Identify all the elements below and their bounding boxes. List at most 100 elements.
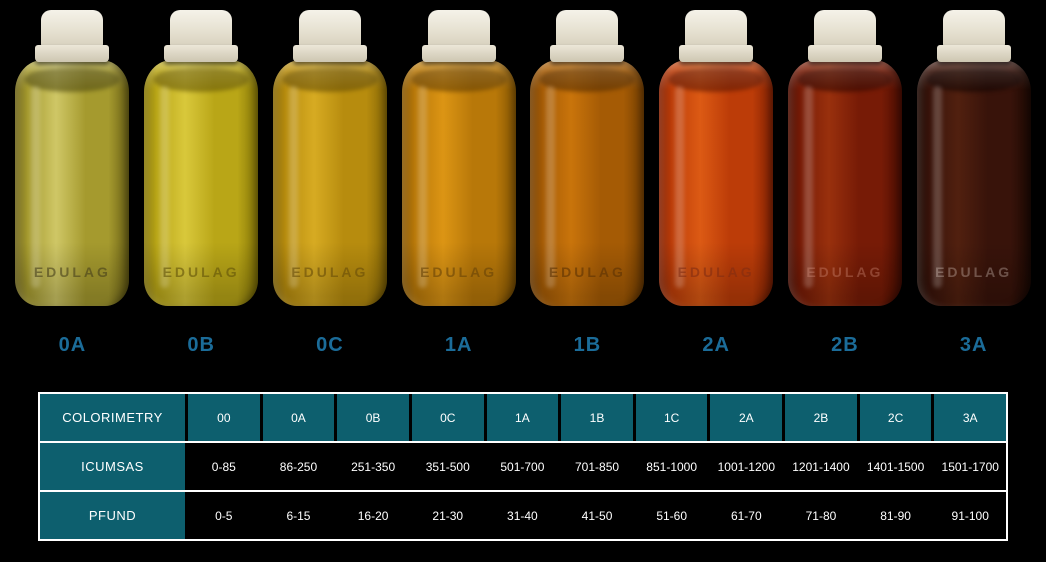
- table-header-cell: 0B: [337, 394, 412, 441]
- table-row: PFUND 0-5 6-15 16-20 21-30 31-40 41-50 51-60 61-…: [40, 492, 1007, 539]
- bottle-column: EDULAG: [394, 8, 523, 308]
- bottle-column: EDULAG: [652, 8, 781, 308]
- watermark-text: EDULAG: [548, 264, 626, 280]
- glass-reflection: [530, 60, 645, 306]
- table-header-cell: 2A: [710, 394, 786, 441]
- bottle-cap: [427, 10, 490, 46]
- liquid-surface: [153, 67, 250, 92]
- bottle-body: EDULAG: [659, 60, 774, 306]
- bottle-label: 1B: [573, 334, 602, 356]
- table-row: COLORIMETRY 00 0A 0B 0C 1A 1B 1C 2A 2B 2C 3A: [40, 394, 1007, 443]
- bottle-label: 0A: [58, 334, 87, 356]
- bottle-body: EDULAG: [401, 60, 516, 306]
- table-data-cell: 0-85: [188, 443, 263, 490]
- table-data-cell: 1001-1200: [710, 443, 786, 490]
- table-row-label: ICUMSAS: [40, 443, 188, 490]
- bottle-cap: [685, 10, 748, 46]
- table-data-cell: 0-5: [188, 492, 263, 539]
- table-data-cell: 31-40: [486, 492, 562, 539]
- bottle-cap-rim: [421, 45, 496, 62]
- bottle-cap: [556, 10, 619, 46]
- bottle-label: 1A: [444, 334, 473, 356]
- table-row-label: COLORIMETRY: [40, 394, 188, 441]
- bottle-cap-rim: [35, 45, 110, 62]
- glass-highlight: [417, 86, 427, 288]
- glass-reflection: [787, 60, 902, 306]
- table-data-cell: 86-250: [262, 443, 338, 490]
- table-data-cell: 6-15: [262, 492, 338, 539]
- bottle-cap: [298, 10, 361, 46]
- table-header-cell: 00: [188, 394, 263, 441]
- table-header-cell: 1B: [561, 394, 636, 441]
- liquid-surface: [539, 67, 636, 92]
- table-data-cell: 51-60: [635, 492, 711, 539]
- bottle-cap: [813, 10, 876, 46]
- glass-highlight: [546, 86, 556, 288]
- bottle-label: 0C: [316, 334, 344, 356]
- glass-reflection: [144, 60, 259, 306]
- table-data-cell: 71-80: [785, 492, 860, 539]
- liquid-surface: [24, 67, 121, 92]
- table-data-cell: 81-90: [859, 492, 935, 539]
- bottle-label: 0B: [187, 334, 215, 356]
- glass-highlight: [160, 86, 170, 288]
- table-header-cell: 2C: [859, 394, 935, 441]
- bottle: EDULAG: [786, 8, 904, 308]
- bottle-cap: [170, 10, 233, 46]
- bottle: EDULAG: [915, 8, 1033, 308]
- bottle-body: EDULAG: [15, 60, 130, 306]
- bottle-cap: [41, 10, 104, 46]
- bottle-body: EDULAG: [272, 60, 387, 306]
- bottle-body: EDULAG: [916, 60, 1031, 306]
- table-header-cell: 1C: [635, 394, 711, 441]
- bottle-cap-rim: [679, 45, 754, 62]
- bottle: EDULAG: [657, 8, 775, 308]
- color-grade-table: COLORIMETRY 00 0A 0B 0C 1A 1B 1C 2A 2B 2C 3A ICUMSAS…: [38, 392, 1008, 541]
- bottle-cap: [942, 10, 1005, 46]
- table-data-cell: 16-20: [337, 492, 412, 539]
- bottle-cap-rim: [164, 45, 239, 62]
- bottle: EDULAG: [271, 8, 389, 308]
- table-data-cell: 351-500: [411, 443, 487, 490]
- bottle-column: EDULAG: [909, 8, 1038, 308]
- glass-reflection: [401, 60, 516, 306]
- liquid-surface: [281, 67, 378, 92]
- bottle-column: EDULAG: [781, 8, 910, 308]
- watermark-text: EDULAG: [935, 264, 1013, 280]
- bottle: EDULAG: [528, 8, 646, 308]
- liquid-surface: [925, 67, 1022, 92]
- bottle-label: 3A: [959, 334, 988, 356]
- table-data-cell: 1501-1700: [934, 443, 1007, 490]
- bottle-labels-row: 0A 0B 0C 1A 1B 2A 2B 3A: [8, 334, 1038, 357]
- bottle-column: EDULAG: [266, 8, 395, 308]
- bottle: EDULAG: [13, 8, 131, 308]
- table-data-cell: 851-1000: [635, 443, 711, 490]
- glass-reflection: [659, 60, 774, 306]
- table-header-cell: 2B: [785, 394, 860, 441]
- table-data-cell: 41-50: [561, 492, 636, 539]
- glass-highlight: [288, 86, 298, 288]
- bottle: EDULAG: [400, 8, 518, 308]
- bottle-label: 2A: [702, 334, 730, 356]
- table-data-cell: 1201-1400: [785, 443, 860, 490]
- bottles-row: EDULAG EDULAG EDULAG: [8, 8, 1038, 308]
- table-data-cell: 251-350: [337, 443, 412, 490]
- glass-highlight: [932, 86, 942, 288]
- liquid-surface: [410, 67, 507, 92]
- bottle-body: EDULAG: [144, 60, 259, 306]
- glass-highlight: [675, 86, 685, 288]
- table-header-cell: 0C: [411, 394, 487, 441]
- table-row-label: PFUND: [40, 492, 188, 539]
- table-data-cell: 91-100: [934, 492, 1007, 539]
- bottle-column: EDULAG: [8, 8, 137, 308]
- bottle-column: EDULAG: [523, 8, 652, 308]
- liquid-surface: [796, 67, 893, 92]
- glass-reflection: [272, 60, 387, 306]
- table-data-cell: 61-70: [710, 492, 786, 539]
- glass-reflection: [916, 60, 1031, 306]
- bottle-column: EDULAG: [137, 8, 266, 308]
- table-row: ICUMSAS 0-85 86-250 251-350 351-500 501-700 70…: [40, 443, 1007, 492]
- table-data-cell: 21-30: [411, 492, 487, 539]
- bottle-cap-rim: [936, 45, 1011, 62]
- bottle: EDULAG: [142, 8, 260, 308]
